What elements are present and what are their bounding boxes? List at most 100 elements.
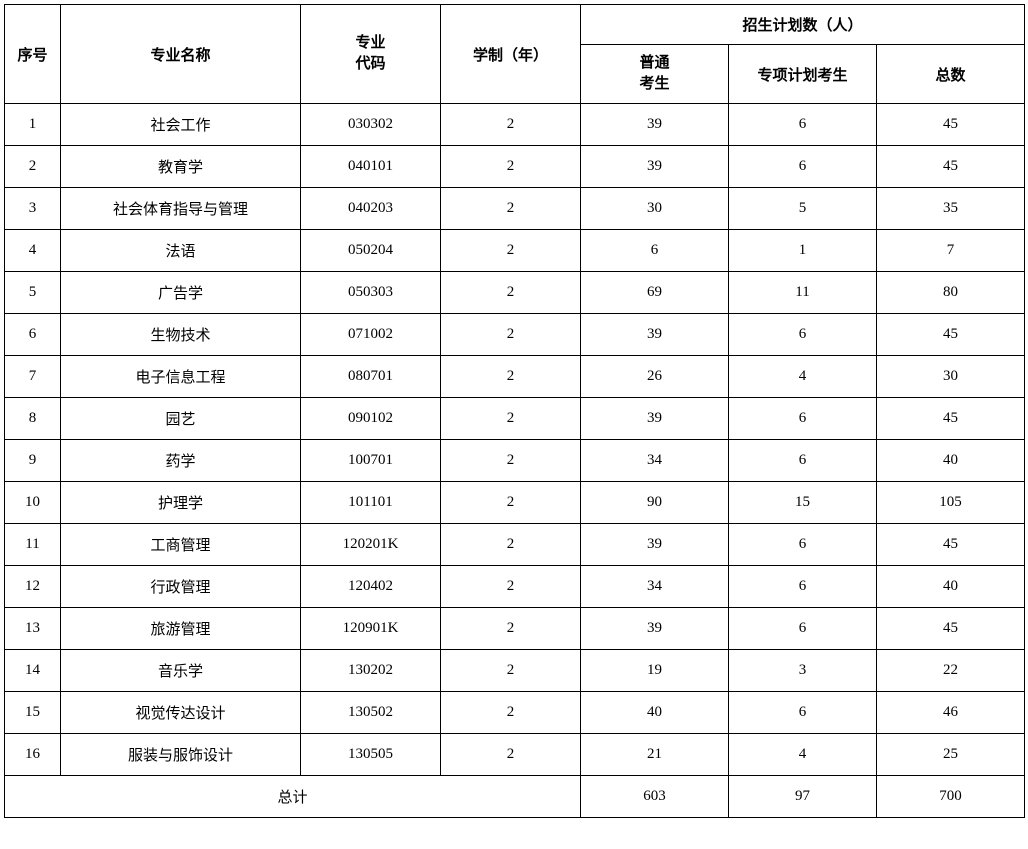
- cell-major: 法语: [61, 230, 301, 272]
- cell-major: 视觉传达设计: [61, 692, 301, 734]
- cell-total: 30: [877, 356, 1025, 398]
- cell-regular: 90: [581, 482, 729, 524]
- cell-duration: 2: [441, 230, 581, 272]
- cell-regular: 21: [581, 734, 729, 776]
- header-regular: 普通 考生: [581, 45, 729, 104]
- cell-code: 030302: [301, 104, 441, 146]
- cell-total: 45: [877, 104, 1025, 146]
- header-code-line1: 专业: [355, 35, 385, 51]
- cell-total: 45: [877, 314, 1025, 356]
- cell-seq: 6: [5, 314, 61, 356]
- cell-duration: 2: [441, 356, 581, 398]
- cell-code: 040101: [301, 146, 441, 188]
- cell-major: 教育学: [61, 146, 301, 188]
- cell-major: 药学: [61, 440, 301, 482]
- cell-code: 100701: [301, 440, 441, 482]
- cell-duration: 2: [441, 608, 581, 650]
- cell-regular: 39: [581, 146, 729, 188]
- cell-major: 工商管理: [61, 524, 301, 566]
- cell-total: 45: [877, 398, 1025, 440]
- table-row: 15视觉传达设计130502240646: [5, 692, 1025, 734]
- cell-regular: 6: [581, 230, 729, 272]
- cell-seq: 10: [5, 482, 61, 524]
- cell-seq: 9: [5, 440, 61, 482]
- cell-code: 130505: [301, 734, 441, 776]
- cell-regular: 40: [581, 692, 729, 734]
- cell-major: 园艺: [61, 398, 301, 440]
- cell-regular: 69: [581, 272, 729, 314]
- total-regular: 603: [581, 776, 729, 818]
- total-special: 97: [729, 776, 877, 818]
- table-row: 13旅游管理120901K239645: [5, 608, 1025, 650]
- cell-total: 105: [877, 482, 1025, 524]
- cell-major: 电子信息工程: [61, 356, 301, 398]
- cell-regular: 34: [581, 440, 729, 482]
- cell-major: 旅游管理: [61, 608, 301, 650]
- cell-regular: 39: [581, 524, 729, 566]
- cell-seq: 4: [5, 230, 61, 272]
- cell-special: 6: [729, 608, 877, 650]
- cell-special: 15: [729, 482, 877, 524]
- table-row: 12行政管理120402234640: [5, 566, 1025, 608]
- table-row: 2教育学040101239645: [5, 146, 1025, 188]
- header-special: 专项计划考生: [729, 45, 877, 104]
- table-row: 11工商管理120201K239645: [5, 524, 1025, 566]
- cell-duration: 2: [441, 188, 581, 230]
- cell-total: 35: [877, 188, 1025, 230]
- cell-duration: 2: [441, 566, 581, 608]
- cell-code: 071002: [301, 314, 441, 356]
- cell-major: 社会体育指导与管理: [61, 188, 301, 230]
- cell-regular: 26: [581, 356, 729, 398]
- cell-seq: 12: [5, 566, 61, 608]
- cell-major: 生物技术: [61, 314, 301, 356]
- header-regular-line1: 普通: [639, 55, 669, 71]
- cell-duration: 2: [441, 272, 581, 314]
- table-footer: 总计 603 97 700: [5, 776, 1025, 818]
- cell-total: 25: [877, 734, 1025, 776]
- cell-duration: 2: [441, 524, 581, 566]
- enrollment-plan-table: 序号 专业名称 专业 代码 学制（年） 招生计划数（人） 普通 考生 专项计划考…: [4, 4, 1025, 818]
- cell-special: 1: [729, 230, 877, 272]
- cell-major: 音乐学: [61, 650, 301, 692]
- cell-major: 社会工作: [61, 104, 301, 146]
- table-row: 5广告学0503032691180: [5, 272, 1025, 314]
- cell-regular: 39: [581, 104, 729, 146]
- header-code: 专业 代码: [301, 5, 441, 104]
- table-row: 7电子信息工程080701226430: [5, 356, 1025, 398]
- header-total: 总数: [877, 45, 1025, 104]
- cell-special: 6: [729, 692, 877, 734]
- cell-regular: 30: [581, 188, 729, 230]
- cell-duration: 2: [441, 482, 581, 524]
- cell-regular: 39: [581, 314, 729, 356]
- cell-special: 3: [729, 650, 877, 692]
- cell-major: 服装与服饰设计: [61, 734, 301, 776]
- cell-code: 120901K: [301, 608, 441, 650]
- cell-major: 广告学: [61, 272, 301, 314]
- cell-special: 6: [729, 524, 877, 566]
- cell-major: 护理学: [61, 482, 301, 524]
- header-duration: 学制（年）: [441, 5, 581, 104]
- cell-duration: 2: [441, 398, 581, 440]
- total-total: 700: [877, 776, 1025, 818]
- cell-special: 6: [729, 398, 877, 440]
- table-row: 16服装与服饰设计130505221425: [5, 734, 1025, 776]
- cell-total: 45: [877, 608, 1025, 650]
- cell-total: 80: [877, 272, 1025, 314]
- header-regular-line2: 考生: [639, 76, 669, 92]
- table-row: 6生物技术071002239645: [5, 314, 1025, 356]
- cell-code: 130202: [301, 650, 441, 692]
- cell-duration: 2: [441, 440, 581, 482]
- cell-regular: 34: [581, 566, 729, 608]
- table-body: 1社会工作0303022396452教育学0401012396453社会体育指导…: [5, 104, 1025, 776]
- cell-seq: 2: [5, 146, 61, 188]
- cell-special: 6: [729, 566, 877, 608]
- cell-seq: 14: [5, 650, 61, 692]
- table-header: 序号 专业名称 专业 代码 学制（年） 招生计划数（人） 普通 考生 专项计划考…: [5, 5, 1025, 104]
- cell-special: 6: [729, 440, 877, 482]
- cell-special: 5: [729, 188, 877, 230]
- cell-code: 040203: [301, 188, 441, 230]
- cell-regular: 39: [581, 608, 729, 650]
- table-row: 8园艺090102239645: [5, 398, 1025, 440]
- cell-code: 120201K: [301, 524, 441, 566]
- cell-duration: 2: [441, 650, 581, 692]
